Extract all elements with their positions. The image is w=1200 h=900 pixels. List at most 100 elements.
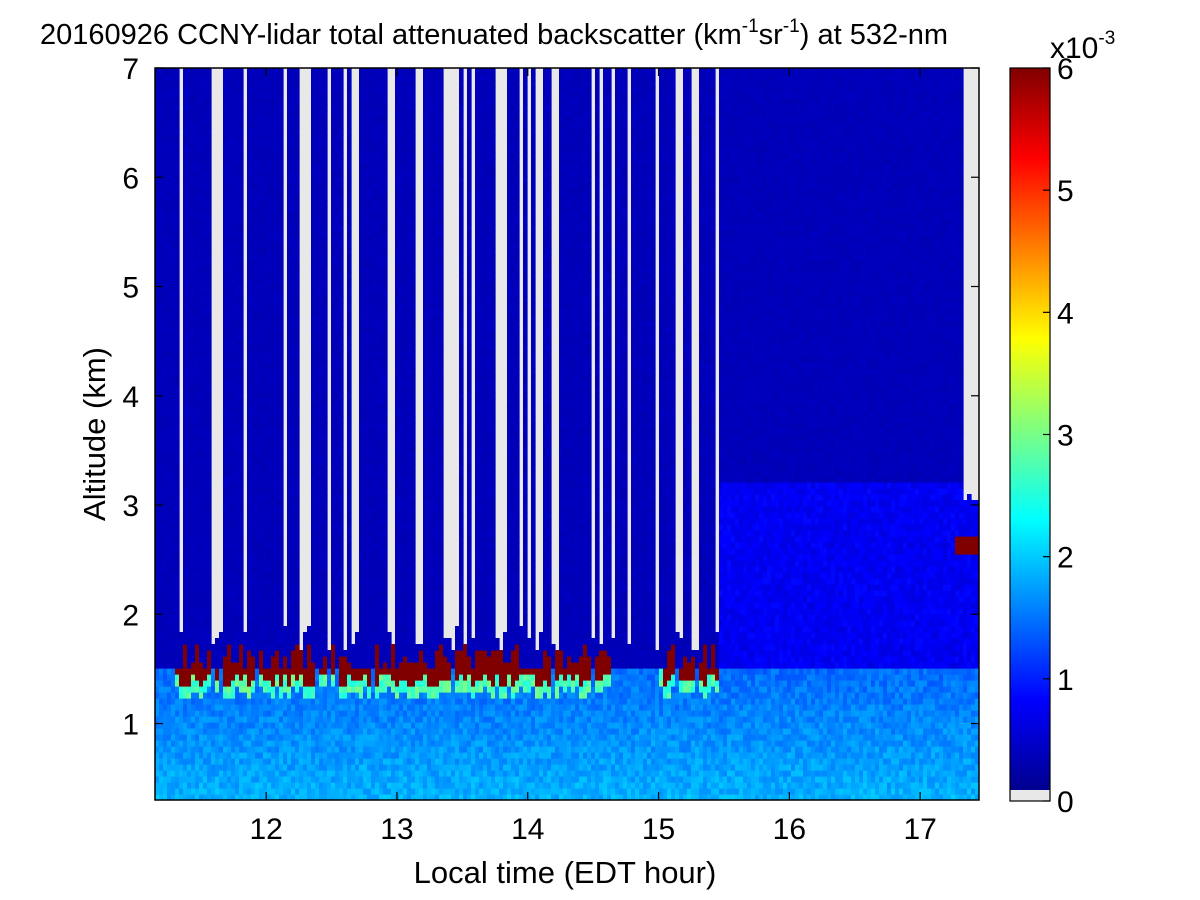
heatmap-cell [323, 734, 328, 741]
heatmap-cell [227, 416, 232, 423]
heatmap-cell [275, 716, 280, 723]
heatmap-cell [239, 224, 244, 231]
heatmap-cell [195, 512, 200, 519]
heatmap-cell [331, 134, 336, 141]
heatmap-cell [239, 656, 244, 663]
heatmap-cell [183, 356, 188, 363]
heatmap-cell [231, 134, 236, 141]
heatmap-cell [251, 578, 256, 585]
heatmap-cell [155, 470, 160, 477]
heatmap-cell [347, 338, 352, 345]
heatmap-cell [279, 404, 284, 411]
heatmap-cell [319, 332, 324, 339]
heatmap-cell [199, 782, 204, 789]
heatmap-cell [291, 782, 296, 789]
heatmap-cell [171, 236, 176, 243]
heatmap-cell [311, 272, 316, 279]
heatmap-cell [215, 788, 220, 795]
heatmap-cell [311, 326, 316, 333]
heatmap-cell [199, 794, 204, 800]
heatmap-cell [183, 218, 188, 225]
heatmap-cell [275, 734, 280, 741]
heatmap-cell [299, 650, 304, 657]
heatmap-cell [271, 350, 276, 357]
heatmap-cell [287, 404, 292, 411]
heatmap-cell [207, 392, 212, 399]
heatmap-cell [247, 338, 252, 345]
heatmap-cell [347, 122, 352, 129]
heatmap-cell [251, 416, 256, 423]
heatmap-cell [335, 452, 340, 459]
heatmap-cell [247, 716, 252, 723]
heatmap-cell [259, 368, 264, 375]
heatmap-cell [239, 380, 244, 387]
heatmap-cell [167, 212, 172, 219]
heatmap-cell [167, 278, 172, 285]
heatmap-cell [287, 296, 292, 303]
heatmap-cell [259, 440, 264, 447]
heatmap-cell [279, 704, 284, 711]
heatmap-cell [183, 560, 188, 567]
heatmap-cell [235, 440, 240, 447]
heatmap-cell [159, 416, 164, 423]
heatmap-cell [315, 698, 320, 705]
heatmap-cell [319, 104, 324, 111]
heatmap-cell [171, 218, 176, 225]
heatmap-cell [207, 332, 212, 339]
heatmap-cell [287, 92, 292, 99]
heatmap-cell [167, 560, 172, 567]
heatmap-cell [259, 536, 264, 543]
heatmap-cell [323, 680, 328, 687]
heatmap-cell [159, 254, 164, 261]
heatmap-cell [343, 656, 348, 663]
heatmap-cell [207, 272, 212, 279]
heatmap-cell [191, 656, 196, 663]
heatmap-cell [239, 590, 244, 597]
heatmap-cell [275, 350, 280, 357]
heatmap-cell [167, 614, 172, 621]
heatmap-cell [183, 488, 188, 495]
heatmap-cell [195, 194, 200, 201]
heatmap-cell [275, 566, 280, 573]
heatmap-cell [331, 308, 336, 315]
heatmap-cell [319, 254, 324, 261]
heatmap-cell [175, 446, 180, 453]
heatmap-cell [203, 788, 208, 795]
heatmap-cell [295, 794, 300, 800]
heatmap-cell [271, 104, 276, 111]
heatmap-cell [255, 410, 260, 417]
heatmap-cell [283, 662, 288, 669]
heatmap-cell [175, 236, 180, 243]
heatmap-cell [279, 122, 284, 129]
heatmap-cell [199, 134, 204, 141]
heatmap-cell [319, 428, 324, 435]
heatmap-cell [279, 74, 284, 81]
heatmap-cell [303, 758, 308, 765]
heatmap-cell [319, 206, 324, 213]
heatmap-cell [235, 710, 240, 717]
heatmap-cell [235, 662, 240, 669]
heatmap-cell [331, 434, 336, 441]
heatmap-cell [231, 644, 236, 651]
heatmap-cell [323, 746, 328, 753]
heatmap-cell [255, 794, 260, 800]
heatmap-cell [263, 134, 268, 141]
heatmap-cell [163, 290, 168, 297]
heatmap-cell [331, 596, 336, 603]
heatmap-cell [159, 686, 164, 693]
heatmap-cell [255, 596, 260, 603]
heatmap-cell [207, 656, 212, 663]
heatmap-cell [279, 494, 284, 501]
heatmap-cell [255, 164, 260, 171]
heatmap-cell [323, 68, 328, 75]
heatmap-cell [183, 398, 188, 405]
heatmap-cell [199, 728, 204, 735]
heatmap-cell [227, 200, 232, 207]
heatmap-cell [247, 428, 252, 435]
heatmap-cell [199, 512, 204, 519]
heatmap-cell [195, 470, 200, 477]
heatmap-cell [223, 512, 228, 519]
heatmap-cell [355, 788, 360, 795]
heatmap-cell [171, 686, 176, 693]
heatmap-cell [267, 788, 272, 795]
